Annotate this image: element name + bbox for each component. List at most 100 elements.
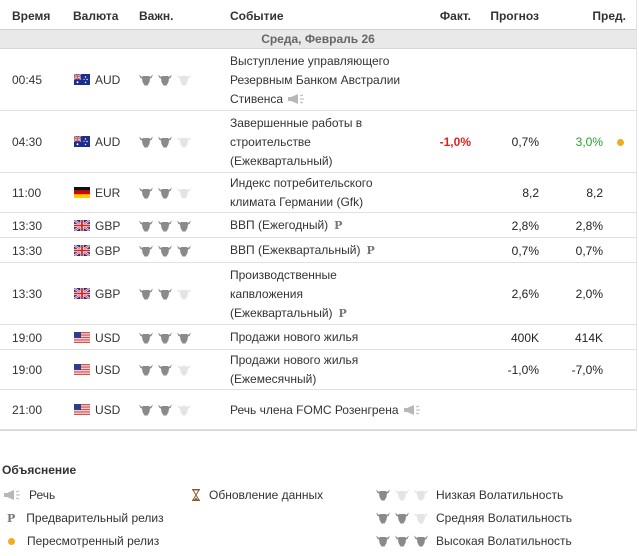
- event-forecast: 8,2: [522, 186, 539, 200]
- bull-icon: [376, 535, 390, 547]
- bull-icon: [177, 74, 191, 86]
- speech-icon: [3, 490, 21, 500]
- event-forecast: 0,7%: [511, 243, 539, 258]
- us-flag-icon: [74, 331, 90, 343]
- event-line: Продажи нового жилья: [230, 330, 359, 344]
- event-currency: GBP: [95, 218, 121, 233]
- header-actual[interactable]: Факт.: [439, 9, 471, 23]
- event-line: Завершенные работы в: [230, 115, 363, 130]
- bull-icon: [376, 512, 390, 524]
- event-time: 13:30: [12, 218, 43, 233]
- table-row[interactable]: 04:30 AUD Завершенные работы в строительств…: [0, 111, 636, 173]
- importance-bulls: [139, 288, 191, 300]
- event-line: ВВП (Ежегодный): [230, 218, 329, 232]
- legend-speech: Речь: [3, 488, 55, 502]
- bull-icon: [139, 136, 153, 148]
- table-row[interactable]: 13:30 GBP ВВП (Ежеквартальный) P 0,7% 0,7%: [0, 238, 636, 263]
- legend-data-update: Обновление данных: [191, 488, 323, 502]
- header-time[interactable]: Время: [12, 9, 51, 23]
- hourglass-icon: [191, 489, 201, 501]
- table-row[interactable]: 19:00 USD Продажи нового жилья 400K 414K: [0, 325, 636, 350]
- event-actual: -1,0%: [439, 135, 471, 149]
- event-name[interactable]: ВВП (Ежегодный) P: [230, 216, 430, 235]
- medium-volatility-icon: [376, 512, 428, 524]
- event-name[interactable]: Выступление управляющего Резервным Банком…: [230, 52, 430, 109]
- event-time: 21:00: [12, 403, 43, 417]
- legend-data-update-label: Обновление данных: [209, 488, 324, 502]
- table-row[interactable]: 00:45 AUD Выступление управляющего Резервны…: [0, 49, 636, 111]
- event-line: климата Германии (Gfk): [230, 195, 364, 209]
- table-row[interactable]: 13:30 GBP Производственные капвложения (Ежек…: [0, 263, 636, 325]
- header-currency[interactable]: Валюта: [73, 9, 119, 23]
- bull-icon: [177, 245, 191, 256]
- bull-icon: [395, 535, 409, 547]
- table-row[interactable]: 13:30 GBP ВВП (Ежегодный) P 2,8% 2,8%: [0, 213, 636, 238]
- importance-bulls: [139, 220, 191, 232]
- bull-icon: [139, 245, 153, 256]
- bull-icon: [177, 364, 191, 376]
- event-name[interactable]: Речь члена FOMC Розенгрена: [230, 401, 430, 420]
- bull-icon: [139, 288, 153, 300]
- table-row[interactable]: 21:00 USD Речь члена FOMC Розенгрена: [0, 390, 636, 430]
- event-line: Продажи нового жилья: [230, 353, 359, 367]
- event-currency: GBP: [95, 287, 121, 301]
- bull-icon: [395, 512, 409, 524]
- table-row[interactable]: 19:00 USD Продажи нового жилья (Ежемесячный…: [0, 350, 636, 390]
- event-time: 19:00: [12, 363, 43, 377]
- bull-icon: [139, 187, 153, 199]
- event-time: 13:30: [12, 243, 43, 258]
- event-forecast: 0,7%: [511, 135, 539, 149]
- legend-low-label: Низкая Волатильность: [436, 488, 564, 502]
- event-time: 00:45: [12, 73, 43, 87]
- header-previous[interactable]: Пред.: [592, 9, 626, 23]
- importance-bulls: [139, 74, 191, 86]
- bull-icon: [139, 74, 153, 86]
- revised-dot-icon: [8, 537, 15, 545]
- event-line: Стивенса: [230, 91, 284, 106]
- event-line: (Ежемесячный): [230, 372, 317, 386]
- event-forecast: 2,6%: [511, 287, 539, 301]
- event-previous: 8,2: [586, 186, 603, 200]
- event-forecast: 2,8%: [511, 218, 539, 233]
- bull-icon: [158, 187, 172, 199]
- event-name[interactable]: Продажи нового жилья (Ежемесячный): [230, 351, 430, 389]
- bull-icon: [139, 404, 153, 416]
- event-line: ВВП (Ежеквартальный): [230, 243, 361, 257]
- event-name[interactable]: Производственные капвложения (Ежеквартальн…: [230, 266, 430, 323]
- bull-icon: [158, 288, 172, 300]
- event-line: строительстве: [230, 134, 311, 149]
- table-header: Время Валюта Важн. Событие Факт. Прогноз…: [0, 0, 636, 30]
- event-currency: USD: [95, 330, 121, 345]
- event-forecast: 400K: [510, 330, 539, 345]
- table-row[interactable]: 11:00 EUR Индекс потребительского климата Г…: [0, 173, 636, 213]
- legend-low: Низкая Волатильность: [376, 488, 563, 502]
- legend-revised: Пересмотренный релиз: [8, 534, 159, 548]
- preliminary-icon: P: [7, 511, 16, 525]
- legend-high-label: Высокая Волатильность: [436, 534, 572, 548]
- bull-icon: [158, 74, 172, 86]
- event-name[interactable]: Завершенные работы в строительстве (Ежеква…: [230, 114, 430, 171]
- event-currency: USD: [95, 403, 121, 417]
- event-time: 11:00: [12, 186, 42, 200]
- event-line: (Ежеквартальный): [230, 153, 333, 168]
- event-previous: 2,8%: [575, 218, 603, 233]
- event-previous: 2,0%: [575, 287, 603, 301]
- event-name[interactable]: Продажи нового жилья: [230, 328, 430, 347]
- event-name[interactable]: ВВП (Ежеквартальный) P: [230, 241, 430, 260]
- legend-revised-label: Пересмотренный релиз: [27, 534, 160, 548]
- preliminary-icon: P: [334, 219, 343, 232]
- event-currency: AUD: [95, 73, 121, 87]
- event-previous: 3,0%: [575, 135, 603, 149]
- legend-preliminary: P Предварительный релиз: [7, 511, 164, 525]
- event-forecast: -1,0%: [507, 363, 539, 377]
- uk-flag-icon: [73, 218, 91, 232]
- event-currency: AUD: [95, 135, 121, 149]
- header-importance[interactable]: Важн.: [139, 9, 174, 23]
- importance-bulls: [139, 404, 191, 416]
- speech-icon: [288, 94, 305, 105]
- event-name[interactable]: Индекс потребительского климата Германии …: [230, 174, 430, 212]
- bull-icon: [158, 332, 172, 343]
- header-forecast[interactable]: Прогноз: [490, 9, 539, 23]
- header-event[interactable]: Событие: [230, 9, 284, 23]
- bull-icon: [177, 332, 191, 343]
